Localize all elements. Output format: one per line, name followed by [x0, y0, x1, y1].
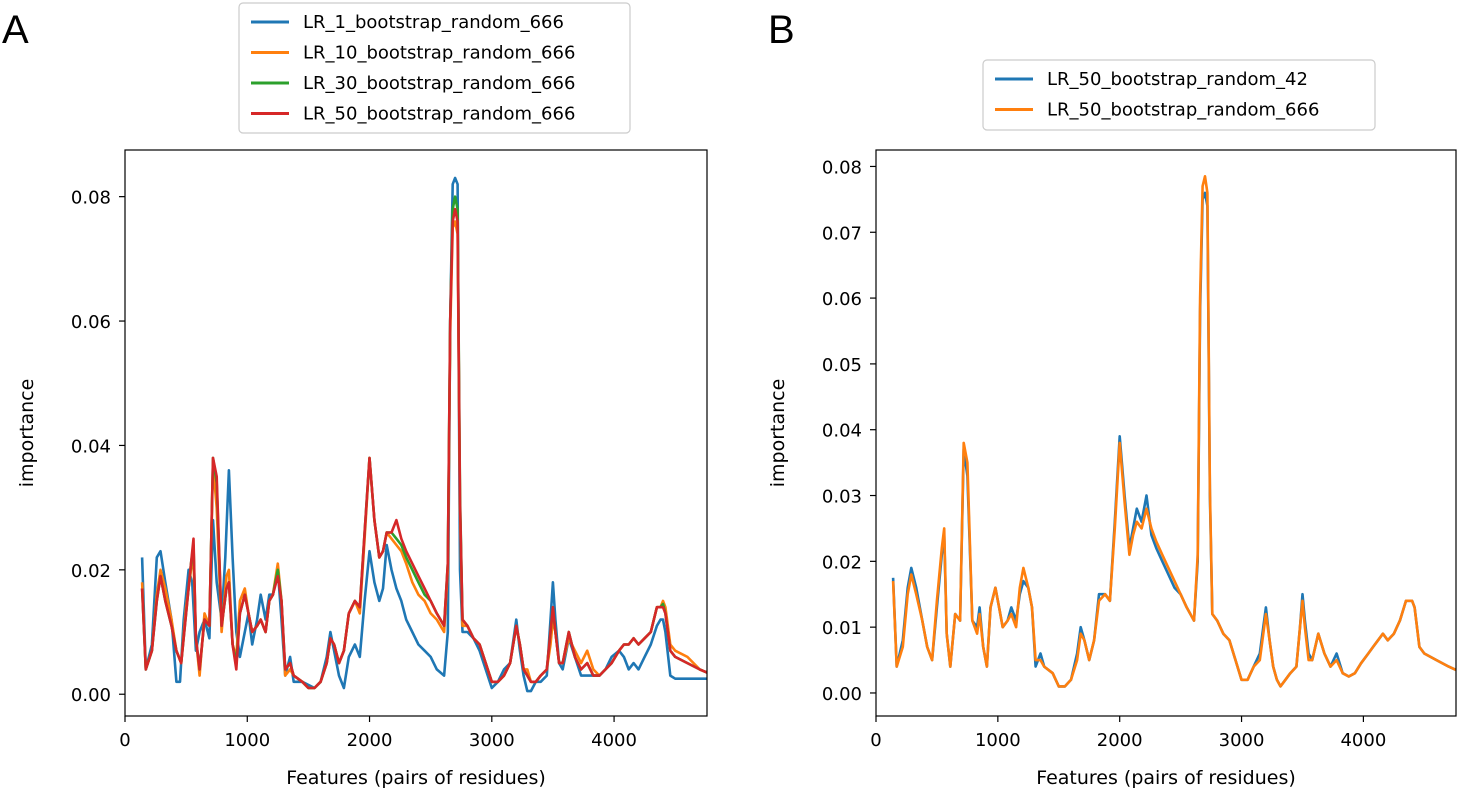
- y-tick-label: 0.00: [71, 685, 111, 706]
- y-tick-label: 0.03: [822, 487, 862, 508]
- x-tick-label: 0: [119, 730, 130, 751]
- panel-a-chart: 0 1000 2000 3000 4000 0.00 0.02 0.04 0.06 0.08 Fea…: [16, 2, 708, 789]
- y-tick-label: 0.07: [822, 223, 862, 244]
- plot-frame: [124, 149, 708, 717]
- series-line-1: [891, 191, 1456, 688]
- series-line-2: [140, 220, 707, 690]
- panel-a-letter: A: [2, 8, 29, 52]
- plot-frame: [875, 149, 1457, 717]
- x-tick-label: 0: [870, 730, 881, 751]
- y-tick-label: 0.01: [822, 618, 862, 639]
- series-line-3: [140, 195, 707, 690]
- series-line-2: [891, 175, 1456, 688]
- legend-label: LR_50_bootstrap_random_666: [303, 104, 575, 125]
- x-tick-label: 4000: [1340, 730, 1386, 751]
- series-line-1: [140, 176, 707, 693]
- panel-b-chart: 0 1000 2000 3000 4000 0.00 0.01 0.02 0.03 0.04 0.0…: [767, 59, 1457, 789]
- y-tick-label: 0.04: [71, 436, 111, 457]
- x-tick-label: 1000: [224, 730, 270, 751]
- legend-label: LR_10_bootstrap_random_666: [303, 43, 575, 64]
- x-tick-label: 2000: [347, 730, 393, 751]
- y-tick-label: 0.06: [822, 289, 862, 310]
- x-tick-label: 1000: [975, 730, 1021, 751]
- legend-box: [982, 59, 1376, 131]
- x-tick-label: 3000: [1219, 730, 1265, 751]
- y-tick-label: 0.04: [822, 421, 862, 442]
- y-axis-label: importance: [16, 379, 38, 488]
- x-axis-label: Features (pairs of residues): [286, 767, 546, 789]
- series-line-4: [140, 207, 707, 690]
- y-tick-label: 0.08: [822, 157, 862, 178]
- x-tick-label: 3000: [469, 730, 515, 751]
- legend-box: [238, 2, 631, 134]
- y-tick-label: 0.05: [822, 355, 862, 376]
- y-tick-label: 0.02: [71, 561, 111, 582]
- y-tick-label: 0.02: [822, 552, 862, 573]
- x-tick-label: 2000: [1097, 730, 1143, 751]
- y-tick-label: 0.06: [71, 312, 111, 333]
- x-tick-label: 4000: [591, 730, 637, 751]
- y-axis-label: importance: [767, 379, 789, 488]
- legend-label: LR_50_bootstrap_random_42: [1047, 69, 1308, 90]
- panel-b-letter: B: [768, 8, 795, 52]
- legend-label: LR_30_bootstrap_random_666: [303, 73, 575, 94]
- legend-label: LR_1_bootstrap_random_666: [303, 12, 564, 33]
- x-axis-label: Features (pairs of residues): [1036, 767, 1296, 789]
- y-tick-label: 0.08: [71, 188, 111, 209]
- y-tick-label: 0.00: [822, 684, 862, 705]
- legend-label: LR_50_bootstrap_random_666: [1047, 100, 1319, 121]
